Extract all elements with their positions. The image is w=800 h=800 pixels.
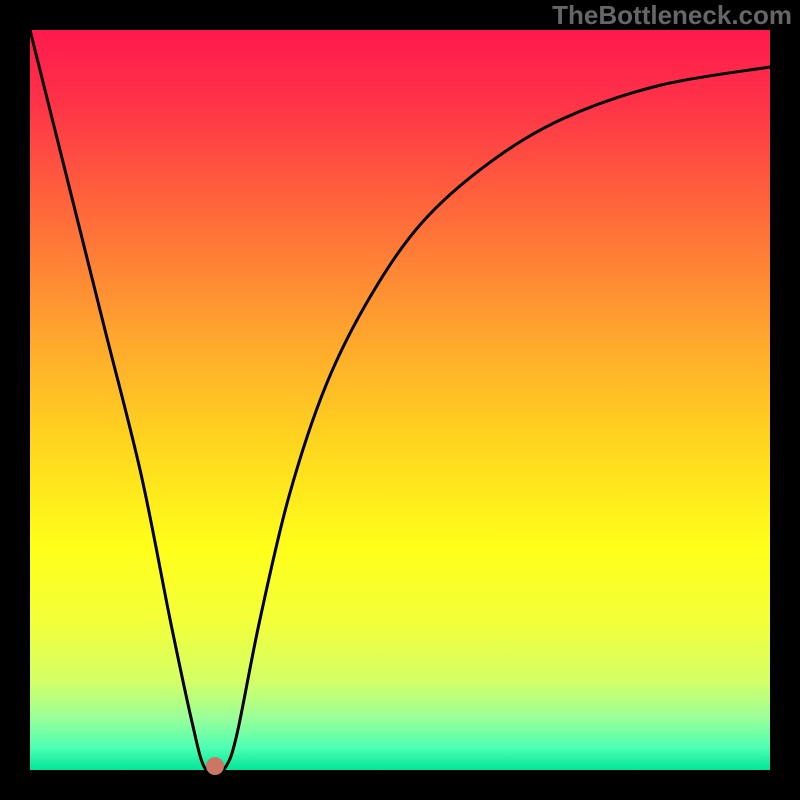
chart-frame	[30, 30, 770, 770]
optimum-marker	[206, 757, 224, 775]
bottleneck-curve	[30, 30, 770, 770]
curve-path	[30, 30, 770, 770]
stage: TheBottleneck.com	[0, 0, 800, 800]
watermark-text: TheBottleneck.com	[552, 0, 792, 31]
